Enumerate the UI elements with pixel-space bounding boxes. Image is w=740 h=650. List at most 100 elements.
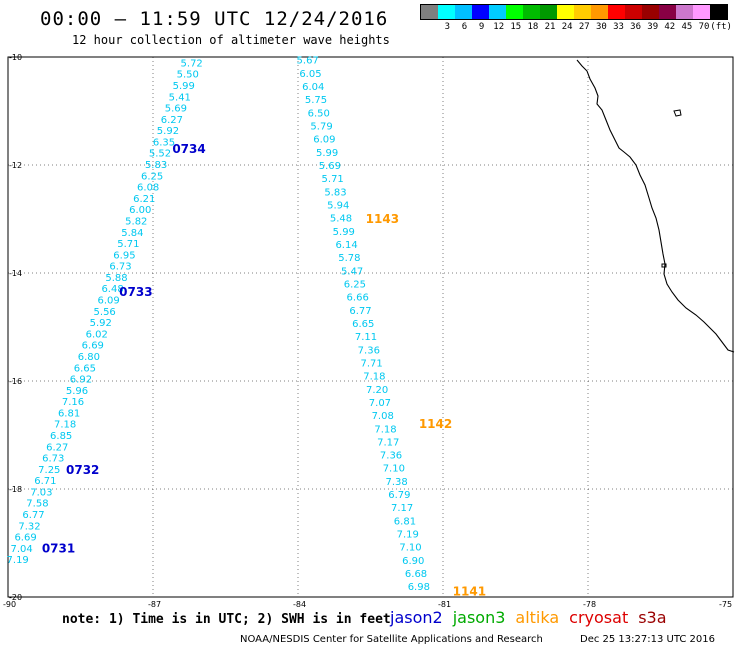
latitude-label: -18	[9, 485, 22, 494]
wave-height-value: 5.69	[319, 161, 341, 172]
small-island	[673, 109, 682, 117]
wave-height-value: 6.25	[344, 279, 366, 290]
satellite-key-altika: altika	[515, 608, 560, 627]
wave-height-value: 5.69	[165, 104, 187, 115]
legend-label: 70	[698, 22, 710, 32]
legend-label: 18	[527, 22, 539, 32]
legend-swatch	[574, 5, 591, 19]
legend-label: 12	[493, 22, 505, 32]
wave-height-value: 6.90	[402, 556, 424, 567]
wave-height-value: 6.35	[153, 137, 175, 148]
wave-height-value: 6.95	[113, 250, 135, 261]
longitude-label: -90	[3, 600, 16, 609]
wave-height-legend: 3 6 9 12 15 18 21 24 27 30 33 36 39 42 45 70 (ft)	[420, 4, 732, 34]
wave-height-value: 6.09	[97, 296, 119, 307]
longitude-label: -81	[438, 600, 451, 609]
legend-swatch	[608, 5, 625, 19]
wave-height-value: 5.99	[316, 148, 338, 159]
legend-swatch	[438, 5, 455, 19]
legend-swatch	[506, 5, 523, 19]
units-note: note: 1) Time is in UTC; 2) SWH is in fe…	[62, 612, 391, 627]
wave-height-value: 7.71	[360, 358, 382, 369]
legend-swatch	[540, 5, 557, 19]
wave-height-value: 7.20	[366, 385, 388, 396]
wave-height-value: 7.10	[383, 464, 405, 475]
wave-height-value: 6.21	[133, 194, 155, 205]
latitude-label: -12	[9, 161, 22, 170]
wave-height-value: 5.50	[177, 70, 199, 81]
wave-height-value: 6.05	[299, 69, 321, 80]
wave-height-value: 6.77	[22, 510, 44, 521]
wave-height-value: 7.58	[26, 499, 48, 510]
longitude-label: -75	[719, 600, 732, 609]
pass-time-label: 1143	[366, 212, 399, 226]
wave-height-value: 6.02	[86, 329, 108, 340]
legend-label: 9	[478, 22, 485, 32]
map-title: 00:00 – 11:59 UTC 12/24/2016	[40, 8, 389, 30]
wave-height-value: 7.18	[374, 424, 396, 435]
legend-swatch	[523, 5, 540, 19]
legend-label: 15	[510, 22, 522, 32]
legend-swatch	[693, 5, 710, 19]
latitude-label: -16	[9, 377, 22, 386]
wave-height-value: 6.80	[78, 352, 100, 363]
legend-label: 6	[461, 22, 468, 32]
wave-height-value: 6.65	[74, 363, 96, 374]
wave-height-value: 5.67	[297, 56, 319, 67]
legend-label: (ft)	[710, 22, 732, 32]
wave-height-value: 5.82	[125, 216, 147, 227]
legend-swatch	[557, 5, 574, 19]
pass-time-label: 0732	[66, 463, 99, 477]
legend-label: 42	[664, 22, 676, 32]
satellite-key-jason3: jason3	[452, 608, 506, 627]
wave-height-value: 6.25	[141, 171, 163, 182]
satellite-key: jason2 jason3 altika cryosat s3a	[390, 608, 677, 627]
wave-height-value: 6.08	[137, 183, 159, 194]
latitude-label: -14	[9, 269, 22, 278]
wave-height-value: 5.92	[90, 318, 112, 329]
wave-height-value: 6.81	[58, 408, 80, 419]
legend-label: 27	[578, 22, 590, 32]
latitude-label: -10	[9, 53, 22, 62]
legend-swatch	[642, 5, 659, 19]
wave-height-value: 5.52	[149, 149, 171, 160]
legend-swatch	[591, 5, 608, 19]
wave-height-value: 6.50	[308, 108, 330, 119]
wave-height-value: 7.03	[30, 487, 52, 498]
legend-label: 24	[561, 22, 573, 32]
satellite-key-cryosat: cryosat	[569, 608, 629, 627]
wave-height-value: 6.73	[42, 454, 64, 465]
wave-height-value: 7.16	[62, 397, 84, 408]
wave-height-value: 6.92	[70, 375, 92, 386]
wave-height-value: 5.78	[338, 253, 360, 264]
wave-height-value: 6.85	[50, 431, 72, 442]
longitude-label: -78	[583, 600, 596, 609]
pass-time-label: 0733	[119, 285, 152, 299]
wave-height-value: 7.19	[397, 530, 419, 541]
legend-color-bar	[420, 4, 728, 20]
wave-height-value: 6.79	[388, 490, 410, 501]
wave-height-value: 7.19	[7, 555, 29, 566]
wave-height-value: 6.71	[34, 476, 56, 487]
wave-height-value: 6.66	[347, 293, 369, 304]
map-frame	[7, 56, 734, 598]
wave-height-value: 7.04	[10, 544, 32, 555]
legend-label: 3	[444, 22, 451, 32]
legend-label: 39	[647, 22, 659, 32]
legend-swatch	[472, 5, 489, 19]
wave-height-value: 5.92	[157, 126, 179, 137]
wave-height-value: 7.07	[369, 398, 391, 409]
pass-time-label: 1141	[453, 585, 486, 599]
wave-height-value: 7.11	[355, 332, 377, 343]
wave-height-value: 6.14	[335, 240, 357, 251]
wave-height-value: 6.77	[349, 306, 371, 317]
wave-height-value: 6.68	[405, 569, 427, 580]
wave-height-value: 7.38	[385, 477, 407, 488]
wave-height-value: 5.99	[173, 81, 195, 92]
credit-text: NOAA/NESDIS Center for Satellite Applica…	[240, 634, 543, 645]
legend-swatch	[421, 5, 438, 19]
legend-swatch	[710, 5, 727, 19]
map-subtitle: 12 hour collection of altimeter wave hei…	[72, 33, 390, 47]
wave-height-value: 7.18	[363, 372, 385, 383]
